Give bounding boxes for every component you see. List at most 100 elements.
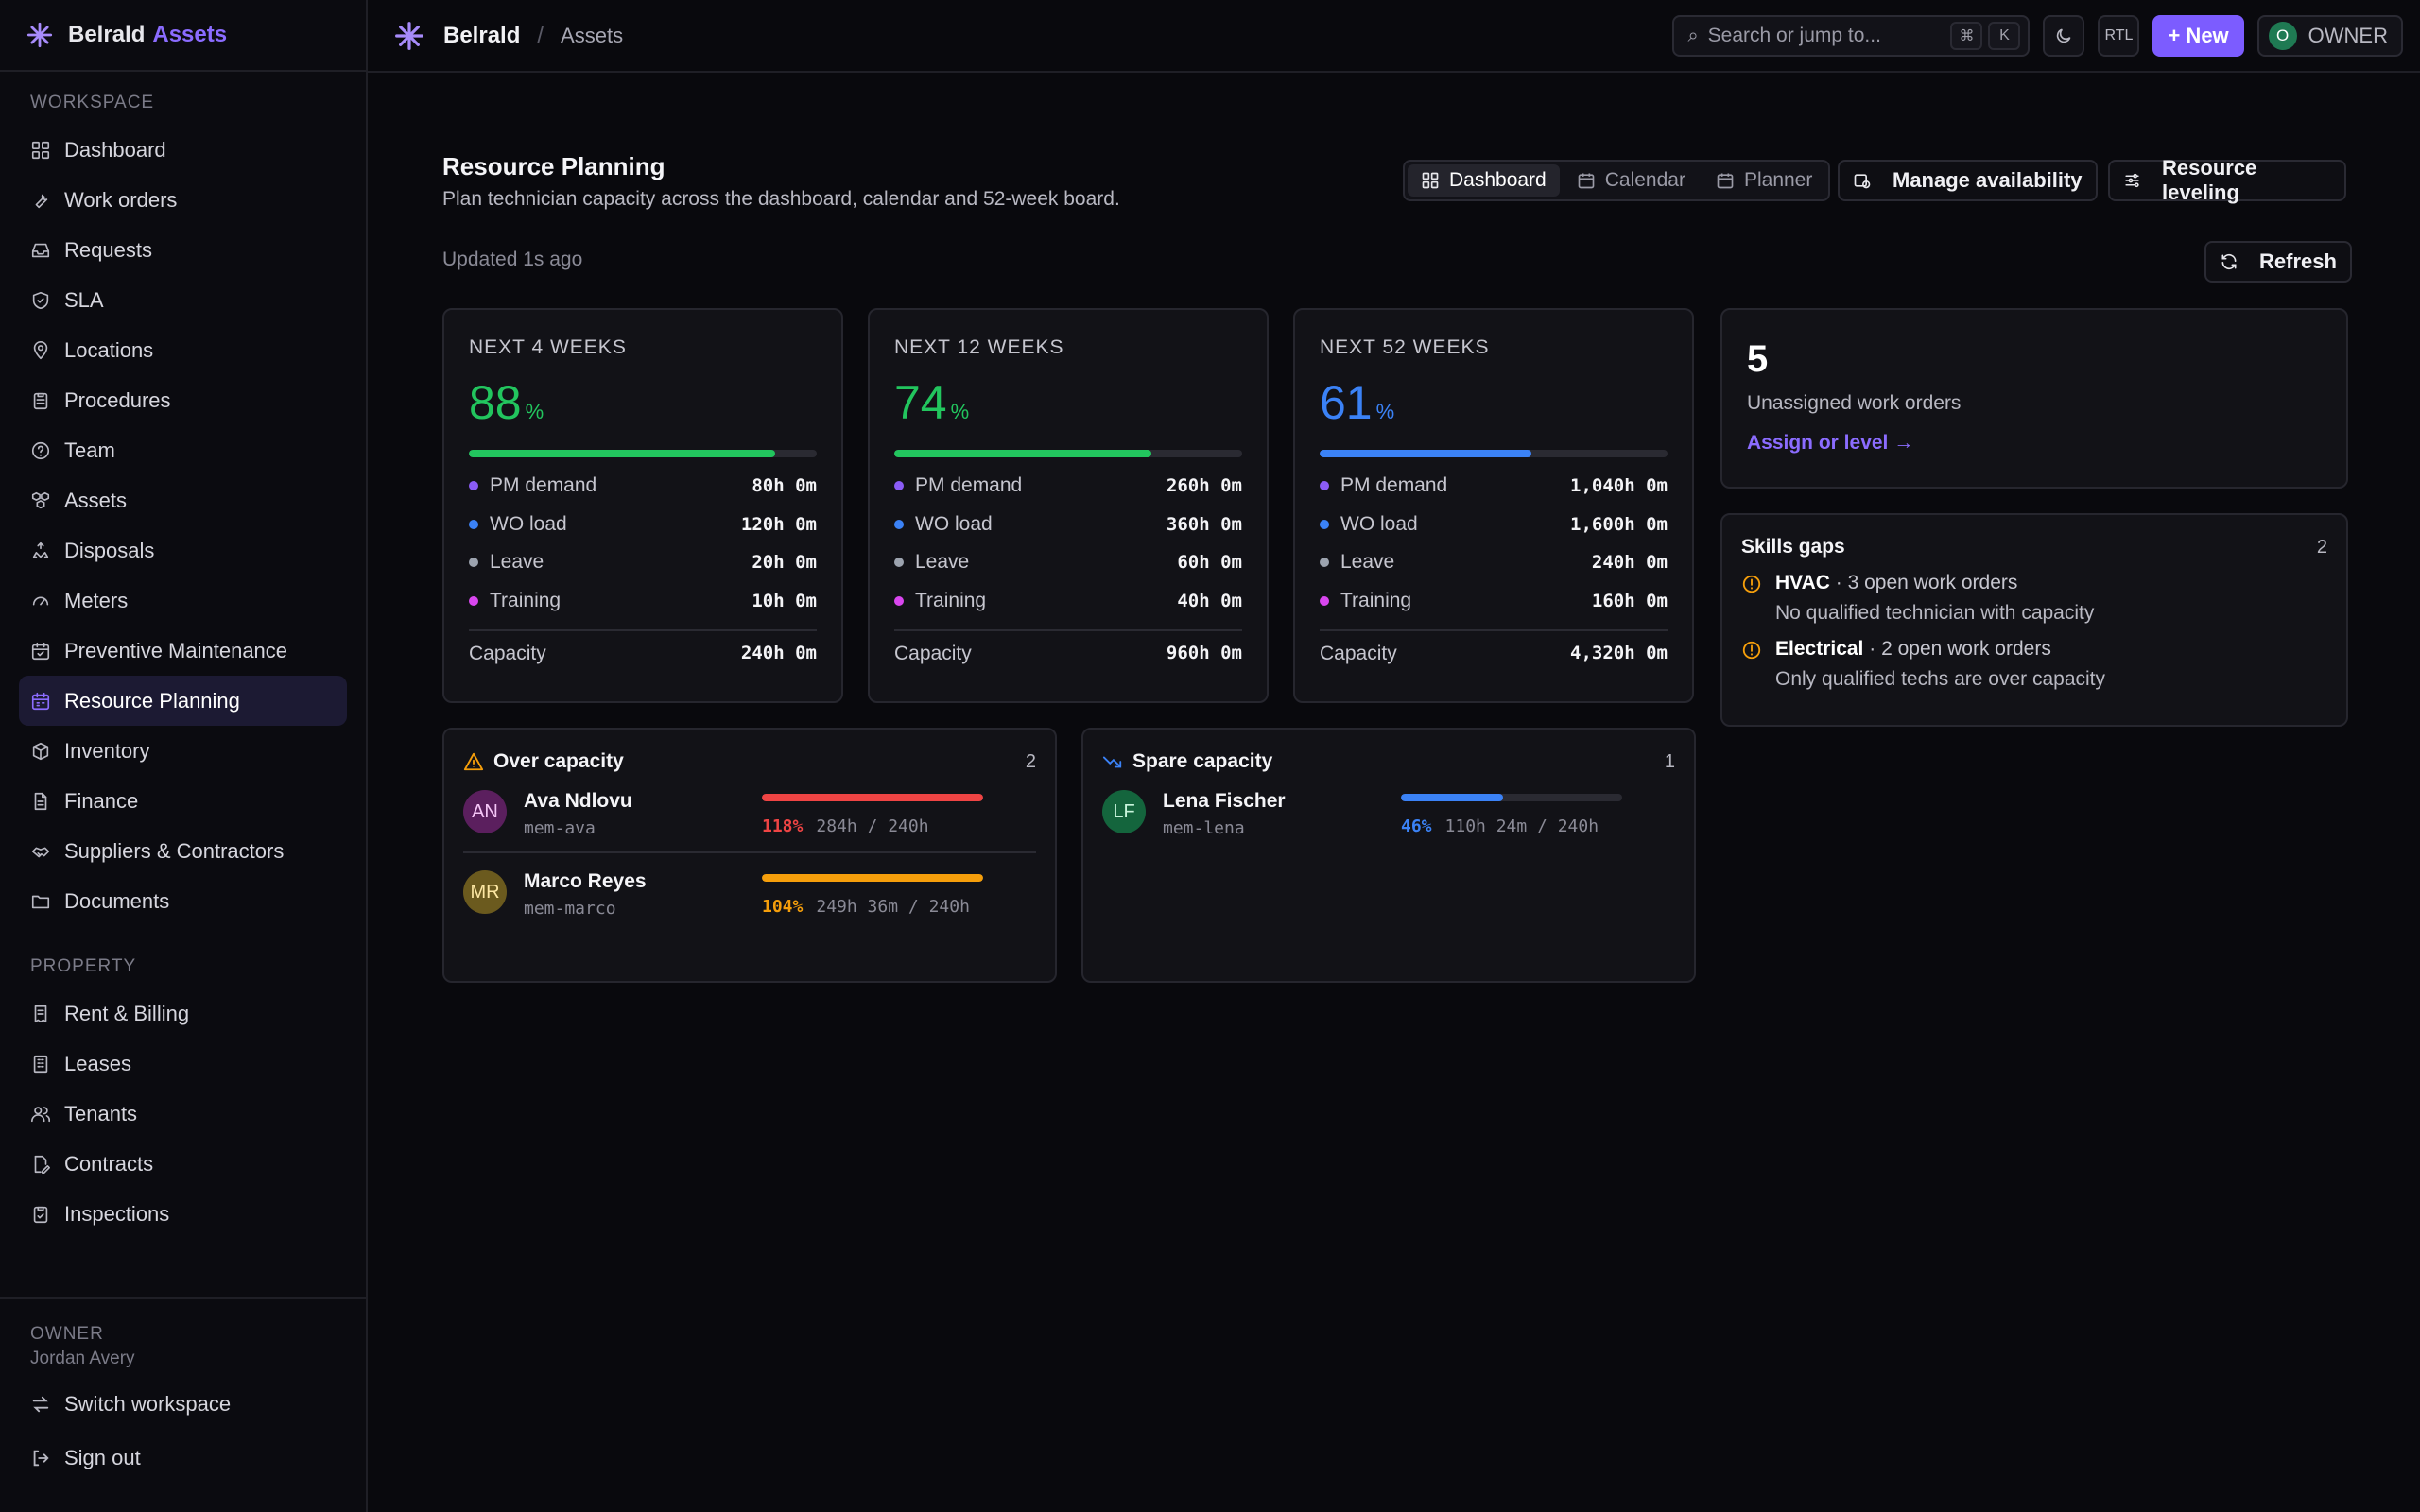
layout-icon <box>1422 172 1439 189</box>
spare-capacity-count: 1 <box>1664 750 1675 772</box>
page-subtitle: Plan technician capacity across the dash… <box>442 188 1120 210</box>
technician-name: Ava Ndlovu <box>524 790 632 812</box>
help-circle-icon <box>31 441 50 459</box>
sidebar-item-label: Procedures <box>64 387 171 412</box>
sidebar-item-contracts[interactable]: Contracts <box>19 1139 347 1189</box>
capacity-row-value: 60h 0m <box>1177 552 1242 574</box>
resource-leveling-button[interactable]: Resource leveling <box>2108 156 2346 204</box>
avatar: AN <box>463 790 507 833</box>
switch-workspace-button[interactable]: Switch workspace <box>19 1379 347 1429</box>
manage-availability-button[interactable]: Manage availability <box>1838 160 2098 201</box>
tab-calendar-label: Calendar <box>1604 169 1685 191</box>
users-icon <box>31 1106 50 1122</box>
workspace-section-label: WORKSPACE <box>30 93 155 112</box>
capacity-row-value: 80h 0m <box>752 475 817 497</box>
sidebar-item-preventive-maintenance[interactable]: Preventive Maintenance <box>19 626 347 676</box>
legend-dot <box>469 481 478 491</box>
capacity-row-value: 1,040h 0m <box>1570 475 1668 497</box>
tab-calendar[interactable]: Calendar <box>1564 164 1699 197</box>
load-hours: 110h 24m / 240h <box>1444 816 1599 836</box>
technician-name: Lena Fischer <box>1163 790 1286 812</box>
account-menu-button[interactable]: O OWNER <box>2256 15 2403 57</box>
capacity-row: PM demand 80h 0m <box>469 467 817 506</box>
search-input[interactable]: ⌕ Search or jump to... ⌘ K <box>1672 15 2031 57</box>
tab-dashboard-label: Dashboard <box>1449 169 1547 191</box>
brand[interactable]: Belrald Assets <box>0 0 366 72</box>
spare-capacity-title: Spare capacity <box>1132 750 1273 772</box>
over-capacity-list: AN Ava Ndlovu mem-ava 118% 284h / 240h MR Marc… <box>463 773 1036 932</box>
legend-dot <box>894 558 904 568</box>
sidebar-item-label: Work orders <box>64 187 178 212</box>
sidebar-item-leases[interactable]: Leases <box>19 1039 347 1089</box>
alert-circle-icon <box>1742 575 1761 593</box>
brand-name: Belrald <box>68 22 146 47</box>
sidebar-item-dashboard[interactable]: Dashboard <box>19 125 347 175</box>
load-stats: 118% 284h / 240h <box>762 813 983 841</box>
sidebar-item-tenants[interactable]: Tenants <box>19 1089 347 1139</box>
technician-row[interactable]: LF Lena Fischer mem-lena 46% 110h 24m / 240h <box>1102 773 1675 851</box>
tab-dashboard[interactable]: Dashboard <box>1408 164 1560 197</box>
skills-gaps-header: Skills gaps 2 <box>1741 536 2327 558</box>
sidebar-item-label: Meters <box>64 588 129 612</box>
top-actions: ⌕ Search or jump to... ⌘ K RTL + New O O… <box>1672 15 2403 57</box>
wrench-icon <box>35 194 48 208</box>
sidebar-item-label: Suppliers & Contractors <box>64 838 285 863</box>
breadcrumb-separator: / <box>537 22 544 48</box>
skills-gaps-title: Skills gaps <box>1741 536 1845 558</box>
legend-dot <box>894 519 904 529</box>
capacity-total: Capacity 4,320h 0m <box>1320 629 1668 665</box>
load-stats: 46% 110h 24m / 240h <box>1401 813 1622 841</box>
technician-info: Marco Reyes mem-marco <box>524 870 647 919</box>
sidebar-item-rent-billing[interactable]: Rent & Billing <box>19 988 347 1039</box>
sidebar-item-inspections[interactable]: Inspections <box>19 1189 347 1239</box>
sidebar-item-sla[interactable]: SLA <box>19 275 347 325</box>
sidebar-item-requests[interactable]: Requests <box>19 225 347 275</box>
breadcrumb-org[interactable]: Belrald <box>443 22 521 48</box>
recycle-icon <box>32 541 49 558</box>
utilization-percent: 74% <box>894 376 1242 438</box>
assign-or-level-link[interactable]: Assign or level → <box>1747 432 1914 454</box>
skill-gap-item[interactable]: HVAC · 3 open work orders No qualified te… <box>1741 572 2327 625</box>
skill-gap-item[interactable]: Electrical · 2 open work orders Only qual… <box>1741 638 2327 691</box>
load-stats: 104% 249h 36m / 240h <box>762 893 983 921</box>
tab-planner[interactable]: Planner <box>1703 164 1825 197</box>
capacity-row: PM demand 1,040h 0m <box>1320 467 1668 506</box>
theme-toggle-button[interactable] <box>2043 15 2085 57</box>
sidebar-item-team[interactable]: Team <box>19 425 347 475</box>
legend-dot <box>469 558 478 568</box>
clipboard-icon <box>33 392 48 409</box>
sign-out-button[interactable]: Sign out <box>19 1433 347 1483</box>
technician-row[interactable]: MR Marco Reyes mem-marco 104% 249h 36m / 240… <box>463 851 1036 932</box>
legend-dot <box>894 481 904 491</box>
breadcrumb-page[interactable]: Assets <box>561 23 624 47</box>
skill-name: HVAC <box>1775 572 1830 593</box>
sidebar-item-assets[interactable]: Assets <box>19 475 347 525</box>
sidebar-item-label: Resource Planning <box>64 688 240 713</box>
sidebar-item-label: Inspections <box>64 1201 170 1226</box>
sidebar-item-work-orders[interactable]: Work orders <box>19 175 347 225</box>
sidebar-item-documents[interactable]: Documents <box>19 876 347 926</box>
load-bar <box>762 794 983 801</box>
sidebar-item-procedures[interactable]: Procedures <box>19 375 347 425</box>
sidebar-item-disposals[interactable]: Disposals <box>19 525 347 576</box>
sidebar-item-locations[interactable]: Locations <box>19 325 347 375</box>
sidebar-item-label: Finance <box>64 788 139 813</box>
rtl-toggle-button[interactable]: RTL <box>2098 15 2140 57</box>
sidebar-item-suppliers-contractors[interactable]: Suppliers & Contractors <box>19 826 347 876</box>
refresh-button[interactable]: Refresh <box>2204 241 2352 283</box>
skill-gap-body: HVAC · 3 open work orders No qualified te… <box>1775 572 2094 625</box>
switch-icon <box>32 1396 49 1412</box>
new-button[interactable]: + New <box>2152 15 2244 57</box>
technician-handle: mem-marco <box>524 899 616 919</box>
sidebar-item-meters[interactable]: Meters <box>19 576 347 626</box>
skill-gap-title: HVAC · 3 open work orders <box>1775 572 2094 594</box>
load-meter: 46% 110h 24m / 240h <box>1401 794 1622 841</box>
inbox-icon <box>31 243 50 257</box>
skill-name: Electrical <box>1775 638 1864 660</box>
technician-row[interactable]: AN Ava Ndlovu mem-ava 118% 284h / 240h <box>463 773 1036 851</box>
utilization-value: 74 <box>894 376 947 429</box>
sidebar-item-resource-planning[interactable]: Resource Planning <box>19 676 347 726</box>
capacity-total-value: 240h 0m <box>740 643 817 663</box>
sidebar-item-inventory[interactable]: Inventory <box>19 726 347 776</box>
sidebar-item-finance[interactable]: Finance <box>19 776 347 826</box>
